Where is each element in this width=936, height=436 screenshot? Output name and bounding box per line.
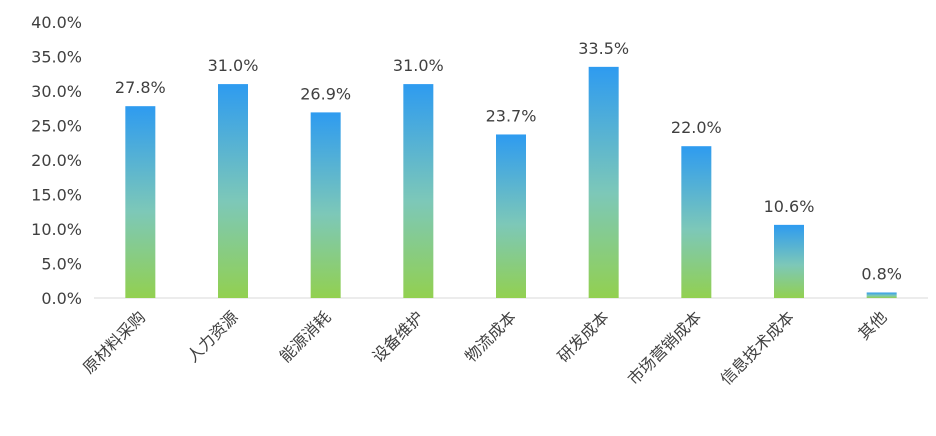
bar: [310, 112, 341, 298]
data-label: 31.0%: [393, 56, 444, 75]
data-label: 10.6%: [764, 197, 815, 216]
bar: [125, 106, 156, 299]
x-category-label: 市场营销成本: [624, 307, 705, 388]
bar: [403, 84, 434, 298]
data-label: 26.9%: [300, 84, 351, 103]
x-category-label: 物流成本: [461, 307, 520, 366]
y-tick-label: 30.0%: [31, 82, 82, 101]
x-category-label: 原材料采购: [79, 307, 149, 377]
y-tick-label: 20.0%: [31, 151, 82, 170]
x-category-label: 设备维护: [368, 307, 427, 366]
bars: [125, 66, 897, 299]
category-labels: 原材料采购 人力资源 能源消耗 设备维护 物流成本 研发成本 市场营销成本 信息技术成本 其他: [79, 307, 890, 388]
data-label: 0.8%: [861, 264, 902, 283]
data-label: 27.8%: [115, 78, 166, 97]
bar: [588, 66, 619, 298]
data-label: 33.5%: [578, 39, 629, 58]
bar: [496, 134, 526, 298]
data-label: 22.0%: [671, 118, 722, 137]
y-tick-label: 10.0%: [31, 220, 82, 239]
y-tick-label: 25.0%: [31, 117, 82, 136]
x-category-label: 信息技术成本: [717, 307, 798, 388]
y-tick-label: 35.0%: [31, 48, 82, 67]
bar: [218, 84, 248, 298]
bar: [774, 224, 804, 298]
y-tick-label: 0.0%: [41, 289, 82, 308]
bar: [681, 146, 712, 298]
y-tick-label: 40.0%: [31, 13, 82, 32]
data-labels: 27.8% 31.0% 26.9% 31.0% 23.7% 33.5% 22.0% 10.6%…: [115, 39, 902, 284]
y-tick-label: 15.0%: [31, 186, 82, 205]
bar: [866, 292, 897, 298]
x-category-label: 其他: [854, 307, 890, 343]
data-label: 31.0%: [208, 56, 259, 75]
y-axis-ticks: 0.0% 5.0% 10.0% 15.0% 20.0% 25.0% 30.0% 35.0% 40…: [31, 13, 82, 308]
x-category-label: 能源消耗: [276, 307, 335, 366]
x-category-label: 研发成本: [554, 307, 613, 366]
y-tick-label: 5.0%: [41, 255, 82, 274]
x-category-label: 人力资源: [183, 307, 242, 366]
data-label: 23.7%: [486, 106, 537, 125]
